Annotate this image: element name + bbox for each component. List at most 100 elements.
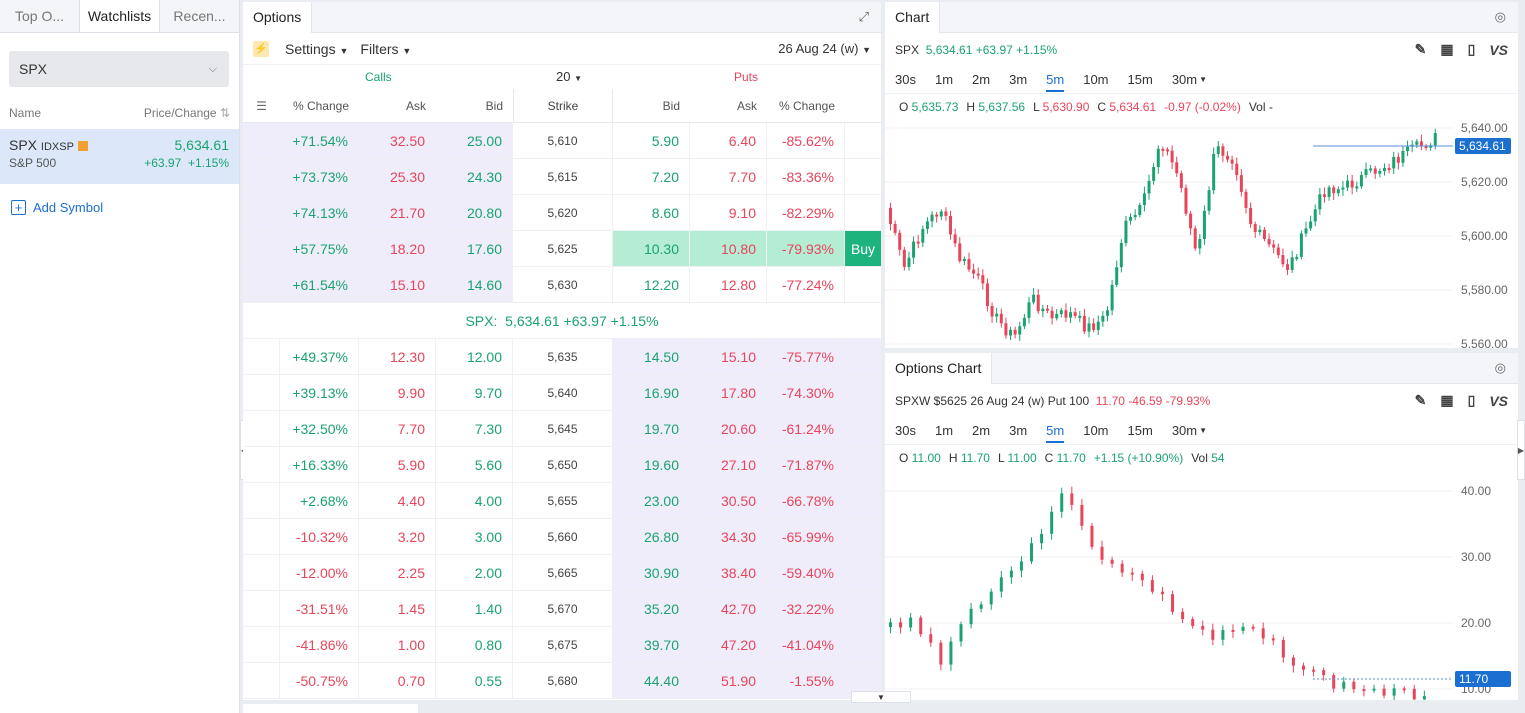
strike[interactable]: 5,680 (513, 663, 613, 698)
collapse-bottom-handle[interactable]: ▼ (851, 691, 911, 703)
timeframe-10m[interactable]: 10m (1083, 72, 1109, 87)
put-ask[interactable]: 34.30 (690, 519, 767, 554)
timeframe-5m[interactable]: 5m (1046, 72, 1065, 92)
call-change[interactable]: +73.73% (280, 159, 359, 194)
strike[interactable]: 5,655 (513, 483, 613, 518)
timeframe-10m[interactable]: 10m (1083, 423, 1109, 438)
call-change[interactable]: -31.51% (280, 591, 359, 626)
chain-row[interactable]: +73.73% 25.30 24.30 5,615 7.20 7.70 -83.36% (243, 159, 881, 195)
strike[interactable]: 5,665 (513, 555, 613, 590)
strike[interactable]: 5,625 (513, 231, 613, 266)
timeframe-30s[interactable]: 30s (895, 423, 916, 438)
price-chart[interactable]: 5,640.00 5,620.00 5,600.00 5,580.00 5,560.00… (885, 118, 1518, 348)
call-ask[interactable]: 7.70 (359, 411, 436, 446)
call-bid[interactable]: 20.80 (436, 195, 513, 230)
call-change[interactable]: +71.54% (280, 123, 359, 158)
timeframe-15m[interactable]: 15m (1127, 72, 1153, 87)
chain-row[interactable]: -12.00% 2.25 2.00 5,665 30.90 38.40 -59.40% (243, 555, 881, 591)
put-change[interactable]: -74.30% (767, 375, 845, 410)
chain-row[interactable]: -31.51% 1.45 1.40 5,670 35.20 42.70 -32.22% (243, 591, 881, 627)
hdr-call-bid[interactable]: Bid (485, 98, 503, 113)
call-change[interactable]: +57.75% (280, 231, 359, 266)
put-bid[interactable]: 16.90 (613, 375, 690, 410)
call-change[interactable]: +39.13% (280, 375, 359, 410)
put-bid[interactable]: 44.40 (613, 663, 690, 698)
hdr-call-ask[interactable]: Ask (405, 98, 426, 113)
chain-row[interactable]: +57.75% 18.20 17.60 5,625 10.30 10.80 -79.93% B… (243, 231, 881, 267)
strike[interactable]: 5,645 (513, 411, 613, 446)
call-ask[interactable]: 1.00 (359, 627, 436, 662)
call-ask[interactable]: 0.70 (359, 663, 436, 698)
menu-icon[interactable]: ☰ (256, 98, 267, 113)
put-change[interactable]: -71.87% (767, 447, 845, 482)
put-bid[interactable]: 39.70 (613, 627, 690, 662)
call-bid[interactable]: 0.80 (436, 627, 513, 662)
put-bid[interactable]: 19.70 (613, 411, 690, 446)
chain-row[interactable]: +39.13% 9.90 9.70 5,640 16.90 17.80 -74.30% (243, 375, 881, 411)
chain-row[interactable]: +32.50% 7.70 7.30 5,645 19.70 20.60 -61.24% (243, 411, 881, 447)
call-ask[interactable]: 18.20 (359, 231, 436, 266)
put-bid[interactable]: 10.30 (613, 231, 690, 266)
strike[interactable]: 5,630 (513, 267, 613, 302)
timeframe-30s[interactable]: 30s (895, 72, 916, 87)
indicator-icon[interactable]: ▦ (1440, 41, 1454, 57)
call-ask[interactable]: 21.70 (359, 195, 436, 230)
call-bid[interactable]: 2.00 (436, 555, 513, 590)
put-change[interactable]: -66.78% (767, 483, 845, 518)
strike[interactable]: 5,660 (513, 519, 613, 554)
indicator-icon[interactable]: ▦ (1440, 392, 1454, 408)
strike[interactable]: 5,615 (513, 159, 613, 194)
buy-button[interactable]: Buy (845, 231, 881, 266)
put-ask[interactable]: 15.10 (690, 339, 767, 374)
pencil-icon[interactable]: ✎ (1414, 392, 1427, 408)
put-change[interactable]: -41.04% (767, 627, 845, 662)
strike[interactable]: 5,620 (513, 195, 613, 230)
put-change[interactable]: -75.77% (767, 339, 845, 374)
call-change[interactable]: +32.50% (280, 411, 359, 446)
strike[interactable]: 5,640 (513, 375, 613, 410)
put-ask[interactable]: 6.40 (690, 123, 767, 158)
put-ask[interactable]: 10.80 (690, 231, 767, 266)
strike[interactable]: 5,670 (513, 591, 613, 626)
chain-row[interactable]: -10.32% 3.20 3.00 5,660 26.80 34.30 -65.99% (243, 519, 881, 555)
call-ask[interactable]: 4.40 (359, 483, 436, 518)
compare-icon[interactable]: VS (1489, 392, 1508, 409)
timeframe-15m[interactable]: 15m (1127, 423, 1153, 438)
call-bid[interactable]: 24.30 (436, 159, 513, 194)
call-change[interactable]: +16.33% (280, 447, 359, 482)
strike[interactable]: 5,650 (513, 447, 613, 482)
timeframe-30m[interactable]: 30m (1171, 72, 1198, 87)
lightning-icon[interactable]: ⚡ (253, 40, 269, 57)
call-bid[interactable]: 1.40 (436, 591, 513, 626)
call-bid[interactable]: 3.00 (436, 519, 513, 554)
call-bid[interactable]: 5.60 (436, 447, 513, 482)
call-ask[interactable]: 25.30 (359, 159, 436, 194)
chain-row[interactable]: +2.68% 4.40 4.00 5,655 23.00 30.50 -66.78% (243, 483, 881, 519)
chain-row[interactable]: -41.86% 1.00 0.80 5,675 39.70 47.20 -41.04% (243, 627, 881, 663)
expiry-select[interactable]: 26 Aug 24 (w) ▼ (778, 41, 871, 56)
timeframe-30m[interactable]: 30m (1171, 423, 1198, 438)
settings-icon[interactable]: ◎ (1494, 9, 1506, 24)
call-bid[interactable]: 4.00 (436, 483, 513, 518)
put-ask[interactable]: 9.10 (690, 195, 767, 230)
put-change[interactable]: -79.93% (767, 231, 845, 266)
caret-down-icon[interactable]: ▼ (1199, 75, 1208, 84)
call-bid[interactable]: 25.00 (436, 123, 513, 158)
call-ask[interactable]: 9.90 (359, 375, 436, 410)
put-ask[interactable]: 47.20 (690, 627, 767, 662)
put-ask[interactable]: 27.10 (690, 447, 767, 482)
settings-icon[interactable]: ◎ (1494, 360, 1506, 375)
call-change[interactable]: -41.86% (280, 627, 359, 662)
put-change[interactable]: -59.40% (767, 555, 845, 590)
put-ask[interactable]: 42.70 (690, 591, 767, 626)
put-ask[interactable]: 51.90 (690, 663, 767, 698)
pencil-icon[interactable]: ✎ (1414, 41, 1427, 57)
call-bid[interactable]: 9.70 (436, 375, 513, 410)
put-bid[interactable]: 35.20 (613, 591, 690, 626)
put-bid[interactable]: 26.80 (613, 519, 690, 554)
call-bid[interactable]: 14.60 (436, 267, 513, 302)
put-bid[interactable]: 30.90 (613, 555, 690, 590)
call-change[interactable]: -12.00% (280, 555, 359, 590)
timeframe-2m[interactable]: 2m (972, 423, 991, 438)
